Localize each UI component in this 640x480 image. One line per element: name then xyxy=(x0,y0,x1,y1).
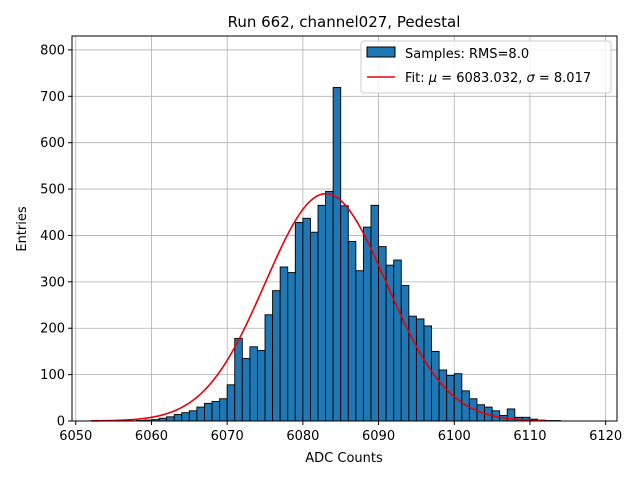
legend-fit-mu-symbol: μ xyxy=(428,71,437,86)
histogram-bar xyxy=(325,190,334,422)
histogram-bar xyxy=(264,314,274,422)
histogram-bar xyxy=(287,272,296,422)
y-tick-label: 600 xyxy=(40,136,65,151)
histogram-bar xyxy=(362,226,372,422)
x-tick-label: 6100 xyxy=(438,429,471,444)
histogram-bar xyxy=(211,401,221,422)
histogram-bar xyxy=(446,375,455,422)
y-tick-label: 200 xyxy=(40,322,65,337)
histogram-bar xyxy=(249,346,258,422)
legend-samples-label: Samples: RMS=8.0 xyxy=(405,47,529,62)
histogram-bar xyxy=(408,315,417,422)
histogram-bar xyxy=(181,412,190,422)
y-tick-label: 100 xyxy=(40,368,65,383)
histogram-bar xyxy=(279,266,289,422)
histogram-bar xyxy=(317,204,327,422)
histogram-bar xyxy=(340,205,349,422)
legend-samples-swatch xyxy=(366,46,396,58)
histogram-bar xyxy=(188,410,198,422)
y-tick-label: 300 xyxy=(40,275,65,290)
legend-box xyxy=(360,40,612,94)
x-tick-label: 6120 xyxy=(589,429,622,444)
legend-fit-label: Fit: μ = 6083.032, σ = 8.017 xyxy=(405,71,591,86)
histogram-bar xyxy=(173,414,183,422)
histogram-bar xyxy=(196,406,205,422)
x-tick-label: 6080 xyxy=(286,429,319,444)
histogram-bar xyxy=(257,350,266,422)
histogram-bar xyxy=(302,217,311,422)
histogram-bar xyxy=(219,398,228,422)
histogram-bar xyxy=(226,384,236,422)
legend-fit-sigma-symbol: σ xyxy=(527,71,536,86)
histogram-bar xyxy=(393,259,402,422)
y-tick-label: 400 xyxy=(40,229,65,244)
legend-fit-sigma-text: = 8.017 xyxy=(535,71,591,86)
axis-ticks: 6050 6060 6070 6080 6090 6100 6110 6120 0 100 200 3… xyxy=(40,43,622,444)
histogram-bar xyxy=(272,290,281,422)
x-tick-label: 6060 xyxy=(135,429,168,444)
histogram-bar xyxy=(332,87,342,422)
y-axis-label: Entries xyxy=(15,206,30,252)
x-axis-label: ADC Counts xyxy=(305,451,383,466)
x-tick-label: 6070 xyxy=(211,429,244,444)
y-tick-label: 0 xyxy=(57,415,65,430)
chart-title: Run 662, channel027, Pedestal xyxy=(228,13,461,31)
histogram-bar xyxy=(294,222,304,422)
histogram-bar xyxy=(347,241,357,422)
x-tick-label: 6090 xyxy=(362,429,395,444)
histogram-bars xyxy=(135,87,561,422)
x-tick-label: 6110 xyxy=(513,429,546,444)
histogram-bar xyxy=(423,325,432,422)
histogram-bar xyxy=(438,369,448,422)
legend-fit-prefix: Fit: xyxy=(405,71,429,86)
histogram-bar xyxy=(234,337,243,422)
y-tick-label: 700 xyxy=(40,90,65,105)
histogram-bar xyxy=(309,231,319,422)
x-tick-label: 6050 xyxy=(59,429,92,444)
histogram-bar xyxy=(431,350,440,422)
plot-frame xyxy=(71,35,618,422)
legend: Samples: RMS=8.0 Fit: μ = 6083.032, σ = … xyxy=(360,40,612,94)
y-tick-label: 500 xyxy=(40,183,65,198)
histogram-bar xyxy=(355,270,364,422)
histogram-bar xyxy=(241,357,251,422)
histogram-bar xyxy=(400,285,410,422)
histogram-bar xyxy=(204,402,213,422)
histogram-bar xyxy=(166,416,175,422)
legend-fit-mu-text: = 6083.032, xyxy=(437,71,526,86)
y-tick-label: 800 xyxy=(40,43,65,58)
histogram-bar xyxy=(415,318,425,422)
histogram-bar xyxy=(370,204,380,422)
fit-curve xyxy=(90,192,546,422)
histogram-bar xyxy=(385,264,395,422)
